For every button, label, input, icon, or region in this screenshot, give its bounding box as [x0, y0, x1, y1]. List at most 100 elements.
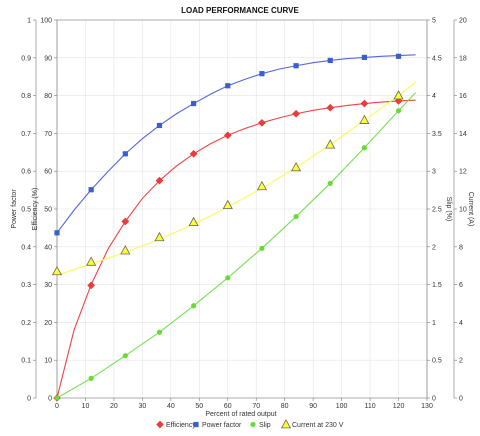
y-tick-label: 14 — [459, 131, 467, 138]
data-point — [121, 217, 130, 226]
y-tick-label: 0.9 — [21, 55, 31, 62]
y-tick-label: 20 — [459, 18, 467, 25]
data-point — [225, 275, 231, 281]
legend-label: Slip — [259, 422, 271, 429]
plot-area — [56, 19, 428, 399]
data-point — [395, 53, 402, 59]
legend-item: Slip — [250, 421, 271, 429]
y-tick-label: 20 — [44, 320, 52, 327]
x-tick-label: 60 — [224, 403, 232, 410]
y-axis-eff: 0 10 20 30 40 50 60 70 80 90 100 Efficiency (%) — [32, 18, 58, 403]
data-point — [361, 145, 367, 151]
data-point — [325, 139, 336, 149]
data-point — [359, 114, 370, 124]
x-axis: 0 10 20 30 40 50 60 70 80 90 100 110 120 130 — [55, 398, 433, 410]
y-tick-label: 0.6 — [21, 169, 31, 176]
y-tick-label: 12 — [459, 169, 467, 176]
y-tick-label: 70 — [44, 131, 52, 138]
y-tick-label: 60 — [44, 169, 52, 176]
y-tick-label: 30 — [44, 282, 52, 289]
y-tick-label: 2.5 — [432, 207, 442, 214]
x-tick-label: 90 — [309, 403, 317, 410]
data-point — [223, 131, 232, 140]
x-tick-label: 50 — [195, 403, 203, 410]
legend-item: Power factor — [193, 421, 242, 429]
data-point — [293, 63, 299, 69]
data-point — [256, 180, 267, 191]
data-point — [259, 71, 265, 77]
y-tick-label: 1 — [27, 18, 31, 25]
data-point — [393, 90, 404, 100]
y-tick-label: 4.5 — [432, 55, 442, 62]
data-point — [189, 149, 198, 158]
x-tick-label: 40 — [167, 403, 175, 410]
chart-title: LOAD PERFORMANCE CURVE — [181, 6, 299, 15]
series-line — [56, 81, 416, 276]
y-tick-label: 40 — [44, 244, 52, 251]
legend-item: Current at 230 V — [280, 419, 344, 429]
y-tick-label: 1 — [432, 320, 436, 327]
data-point — [327, 57, 333, 64]
data-point — [394, 97, 403, 105]
data-point — [51, 265, 63, 276]
y-tick-label: 0.3 — [21, 282, 31, 289]
data-point — [88, 187, 94, 193]
series-1 — [54, 53, 416, 236]
data-point — [156, 329, 163, 335]
legend-marker — [280, 419, 292, 429]
data-point — [191, 303, 197, 309]
data-point — [87, 281, 96, 290]
data-point — [259, 245, 265, 251]
y-tick-label: 80 — [44, 93, 52, 100]
series-line — [56, 54, 416, 234]
data-point — [54, 395, 60, 401]
data-point — [327, 180, 333, 186]
y-tick-label: 0 — [27, 396, 31, 403]
y-tick-label: 3.5 — [432, 131, 442, 138]
y-axis-current: 0 2 4 6 8 10 12 14 16 18 20 Current (A) — [453, 18, 474, 403]
series-3 — [51, 81, 416, 276]
x-tick-label: 70 — [252, 403, 260, 410]
y-axis-label-current: Current (A) — [467, 192, 474, 227]
legend-marker — [156, 420, 164, 429]
data-point — [293, 213, 299, 220]
data-point — [191, 100, 197, 107]
x-tick-label: 110 — [364, 403, 375, 410]
data-point — [54, 230, 60, 236]
data-point — [156, 122, 163, 129]
data-point — [120, 245, 131, 255]
data-point — [291, 161, 302, 172]
legend-label: Power factor — [202, 422, 242, 429]
y-axis-label-pf: Power factor — [11, 189, 18, 229]
x-tick-label: 0 — [55, 403, 59, 410]
data-point — [395, 108, 402, 114]
data-point — [122, 353, 128, 359]
data-point — [188, 216, 199, 227]
y-tick-label: 0.1 — [21, 358, 31, 365]
y-tick-label: 0.4 — [21, 244, 31, 251]
y-axis-label-slip: Slip (%) — [445, 197, 452, 222]
data-point — [360, 99, 369, 108]
y-tick-label: 4 — [459, 320, 463, 327]
x-tick-label: 30 — [138, 403, 146, 410]
legend-label: Efficiency — [166, 422, 196, 429]
series-2 — [54, 92, 417, 401]
y-tick-label: 0 — [459, 396, 463, 403]
x-tick-label: 10 — [82, 403, 90, 410]
y-tick-label: 8 — [459, 244, 463, 251]
data-point — [225, 83, 231, 89]
data-point — [154, 231, 165, 242]
series-line — [56, 99, 416, 399]
y-tick-label: 50 — [44, 207, 52, 214]
x-tick-label: 130 — [421, 403, 433, 410]
data-point — [361, 54, 367, 61]
y-tick-label: 3 — [432, 169, 436, 176]
x-tick-label: 100 — [336, 403, 348, 410]
y-tick-label: 0.8 — [21, 93, 31, 100]
data-point — [292, 109, 300, 118]
y-tick-label: 2 — [432, 244, 436, 251]
legend-marker — [193, 421, 199, 428]
y-tick-label: 18 — [459, 55, 467, 62]
y-axis-slip: 0 0.5 1 1.5 2 2.5 3 3.5 4 4.5 5 Slip (%) — [426, 18, 452, 403]
